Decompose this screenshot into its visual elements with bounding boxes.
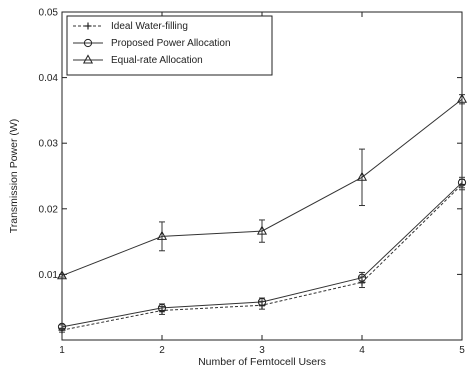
legend-label: Ideal Water-filling [111, 21, 188, 32]
data-point [57, 322, 67, 331]
data-point [357, 273, 367, 282]
series [56, 93, 468, 334]
x-tick-label: 3 [259, 345, 265, 356]
x-tick-label: 4 [359, 345, 365, 356]
y-axis-label: Transmission Power (W) [8, 119, 20, 234]
data-point [356, 171, 368, 181]
ticks: 1 2 3 4 5 0.01 0.02 0.03 0.04 0.05 [39, 8, 466, 357]
data-point [156, 230, 168, 240]
y-tick-label: 0.05 [39, 8, 59, 19]
data-point [256, 225, 268, 235]
series-plus [58, 178, 466, 334]
data-point [56, 270, 68, 280]
x-axis-label: Number of Femtocell Users [198, 356, 326, 366]
legend-label: Proposed Power Allocation [111, 38, 231, 49]
legend-marker [83, 38, 93, 48]
legend-marker [82, 54, 94, 64]
series-circle [57, 176, 467, 331]
x-tick-label: 1 [59, 345, 65, 356]
legend-entry: Proposed Power Allocation [73, 38, 231, 49]
x-tick-label: 2 [159, 345, 165, 356]
legend-marker [84, 22, 92, 30]
data-point [157, 303, 167, 312]
y-tick-label: 0.03 [39, 139, 59, 150]
series-triangle [56, 93, 468, 280]
y-tick-label: 0.04 [39, 73, 59, 84]
legend-box [66, 15, 273, 76]
legend-entry: Ideal Water-filling [73, 21, 188, 32]
legend: Ideal Water-filling Proposed Power Alloca… [66, 15, 273, 76]
data-point [457, 178, 467, 187]
data-point [456, 93, 468, 103]
y-tick-label: 0.01 [39, 270, 59, 281]
legend-entry: Equal-rate Allocation [73, 54, 203, 66]
y-tick-label: 0.02 [39, 204, 59, 215]
legend-label: Equal-rate Allocation [111, 55, 203, 66]
series-line [61, 98, 463, 277]
data-point [257, 297, 267, 307]
x-tick-label: 5 [459, 345, 465, 356]
